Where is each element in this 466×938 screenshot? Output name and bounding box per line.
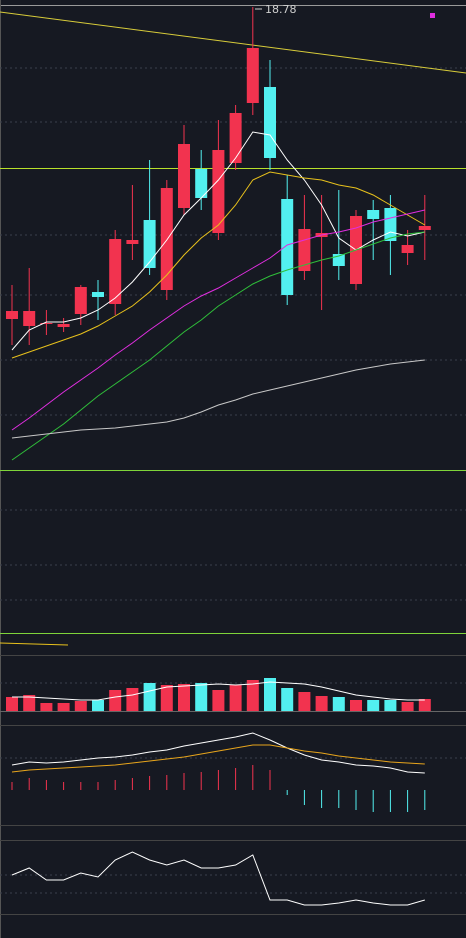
- candle-body: [92, 292, 104, 297]
- indicator-line: [11, 231, 425, 461]
- volume-bar: [40, 703, 53, 711]
- candle-body: [195, 169, 208, 198]
- candle-body: [281, 199, 294, 295]
- high-label: 18.78: [265, 3, 297, 16]
- volume-bar: [23, 695, 36, 711]
- candle-body: [229, 113, 242, 163]
- volume-bar: [401, 702, 414, 711]
- volume-bar: [264, 678, 276, 711]
- volume-bar: [160, 685, 173, 711]
- candle-body: [143, 220, 156, 268]
- volume-bar: [332, 697, 345, 711]
- volume-bar: [109, 690, 122, 711]
- candle-body: [212, 150, 225, 233]
- volume-bar: [298, 692, 311, 711]
- candle-body: [57, 324, 70, 327]
- volume-bar: [229, 685, 242, 711]
- volume-bar: [281, 688, 294, 711]
- volume-bar: [74, 701, 87, 711]
- volume-bar: [246, 680, 259, 711]
- volume-bar: [367, 700, 380, 711]
- candle-body: [109, 239, 122, 304]
- indicator-line: [0, 642, 69, 646]
- volume-bar: [384, 700, 397, 711]
- candle-body: [401, 245, 414, 253]
- indicator-line: [11, 732, 425, 774]
- indicator-line: [11, 744, 425, 773]
- candle-body: [6, 311, 18, 319]
- volume-bar: [350, 700, 362, 711]
- candle-body: [384, 208, 397, 241]
- candle-body: [367, 210, 380, 219]
- candle-body: [23, 311, 36, 326]
- volume-bar: [92, 700, 104, 711]
- volume-bar: [315, 696, 328, 711]
- chart-layers: [6, 7, 431, 906]
- candle-body: [246, 48, 259, 103]
- indicator-line: [11, 851, 425, 906]
- volume-bar: [126, 688, 139, 711]
- indicator-line: [11, 209, 425, 431]
- trend-line: [0, 11, 466, 74]
- volume-bar: [418, 699, 431, 711]
- indicator-line: [12, 681, 425, 701]
- volume-bar: [195, 683, 208, 711]
- indicator-line: [11, 359, 425, 439]
- volume-bar: [143, 683, 156, 711]
- candle-body: [40, 323, 53, 324]
- candle-body: [160, 188, 173, 290]
- candle-body: [178, 144, 190, 208]
- volume-bar: [6, 697, 18, 711]
- marker: [430, 13, 435, 18]
- candle-body: [264, 87, 276, 158]
- candle-body: [126, 240, 139, 244]
- candle-body: [418, 226, 431, 230]
- candle-body: [74, 287, 87, 314]
- volume-bar: [178, 684, 190, 711]
- volume-bar: [212, 690, 225, 711]
- volume-bar: [57, 703, 70, 711]
- indicator-line: [11, 171, 426, 359]
